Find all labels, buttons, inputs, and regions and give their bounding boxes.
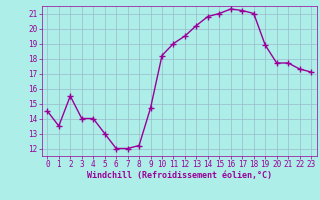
X-axis label: Windchill (Refroidissement éolien,°C): Windchill (Refroidissement éolien,°C) (87, 171, 272, 180)
